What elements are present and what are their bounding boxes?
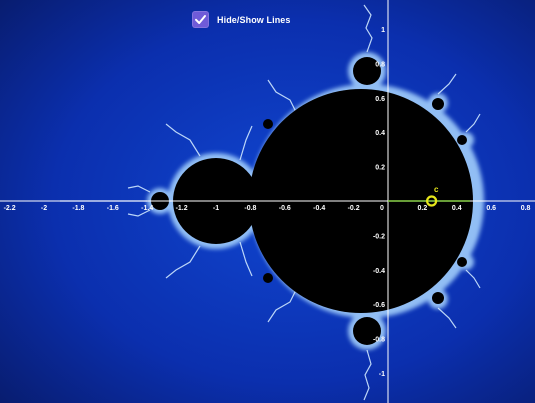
y-tick-label: 0.8	[375, 61, 385, 68]
x-tick-label: 0.8	[521, 205, 531, 212]
x-tick-label: 0.6	[486, 205, 496, 212]
x-tick-label: -1	[213, 205, 219, 212]
y-tick-label: 1	[381, 27, 385, 34]
x-tick-label: -1.8	[72, 205, 84, 212]
point-c-label: c	[434, 185, 439, 194]
y-tick-label: 0.6	[375, 96, 385, 103]
toggle-label: Hide/Show Lines	[217, 14, 291, 25]
x-tick-label: -2.2	[4, 205, 16, 212]
x-tick-label: -1.4	[141, 205, 153, 212]
point-c-marker[interactable]	[426, 195, 438, 207]
lines-checkbox[interactable]	[192, 11, 209, 28]
y-tick-label: -0.4	[373, 268, 385, 275]
x-tick-label: 0.4	[452, 205, 462, 212]
y-tick-label: -1	[379, 371, 385, 378]
hide-show-lines-toggle[interactable]: Hide/Show Lines	[192, 11, 291, 28]
x-tick-label: 0.2	[418, 205, 428, 212]
x-tick-label: -0.8	[244, 205, 256, 212]
y-tick-label: 0.2	[375, 165, 385, 172]
x-tick-label: -0.4	[313, 205, 325, 212]
y-tick-label: -0.6	[373, 302, 385, 309]
x-tick-label: -0.2	[348, 205, 360, 212]
x-tick-label: -2	[41, 205, 47, 212]
y-tick-label: 0.4	[375, 130, 385, 137]
x-tick-labels: -2.2 -2 -1.8 -1.6 -1.4 -1.2 -1 -0.8 -0.6 -0.4 -0.2…	[4, 205, 531, 212]
x-tick-label: -1.6	[107, 205, 119, 212]
x-tick-label: -0.6	[279, 205, 291, 212]
x-tick-label: -1.2	[176, 205, 188, 212]
y-tick-label: -0.8	[373, 337, 385, 344]
y-tick-labels: 1 0.8 0.6 0.4 0.2 -0.2 -0.4 -0.6 -0.8 -1	[373, 27, 385, 378]
y-tick-label: -0.2	[373, 233, 385, 240]
x-tick-label: 0	[380, 205, 384, 212]
checkmark-icon	[195, 15, 206, 24]
